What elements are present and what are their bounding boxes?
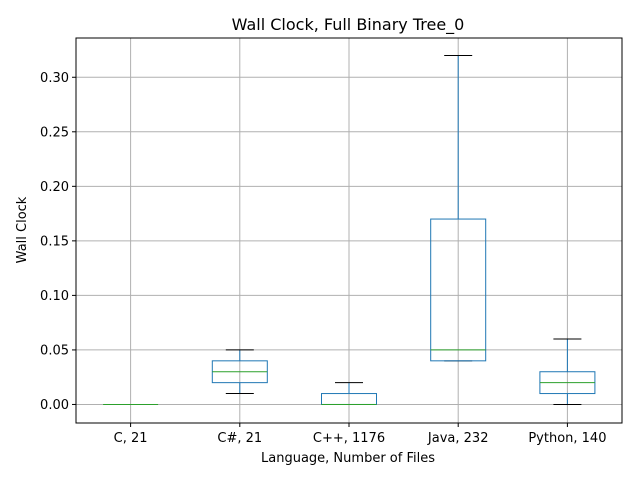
y-tick-label: 0.05 (40, 343, 69, 358)
box-group (211, 349, 268, 395)
x-axis-label: Language, Number of Files (261, 451, 435, 466)
x-tick-label: Java, 232 (427, 431, 489, 446)
box-group (430, 54, 487, 362)
y-tick-label: 0.30 (40, 71, 69, 86)
box-group (321, 382, 377, 405)
x-tick-label: C, 21 (114, 431, 148, 446)
y-tick-label: 0.20 (40, 180, 69, 195)
y-tick-label: 0.00 (40, 398, 69, 413)
x-tick-label: C++, 1176 (313, 431, 385, 446)
y-axis-ticks: 0.00 0.05 0.10 0.15 0.20 0.25 0.30 (40, 71, 76, 413)
x-axis-ticks: C, 21 C#, 21 C++, 1176 Java, 232 Python, 140 (114, 423, 606, 446)
chart-title: Wall Clock, Full Binary Tree_0 (232, 15, 465, 35)
boxes (103, 54, 596, 405)
x-tick-label: C#, 21 (217, 431, 262, 446)
iqr-box (430, 218, 487, 362)
y-tick-label: 0.15 (40, 234, 69, 249)
y-tick-label: 0.25 (40, 125, 69, 140)
y-axis-label: Wall Clock (15, 196, 30, 263)
y-tick-label: 0.10 (40, 289, 69, 304)
box-group (539, 338, 596, 405)
x-tick-label: Python, 140 (528, 431, 606, 446)
